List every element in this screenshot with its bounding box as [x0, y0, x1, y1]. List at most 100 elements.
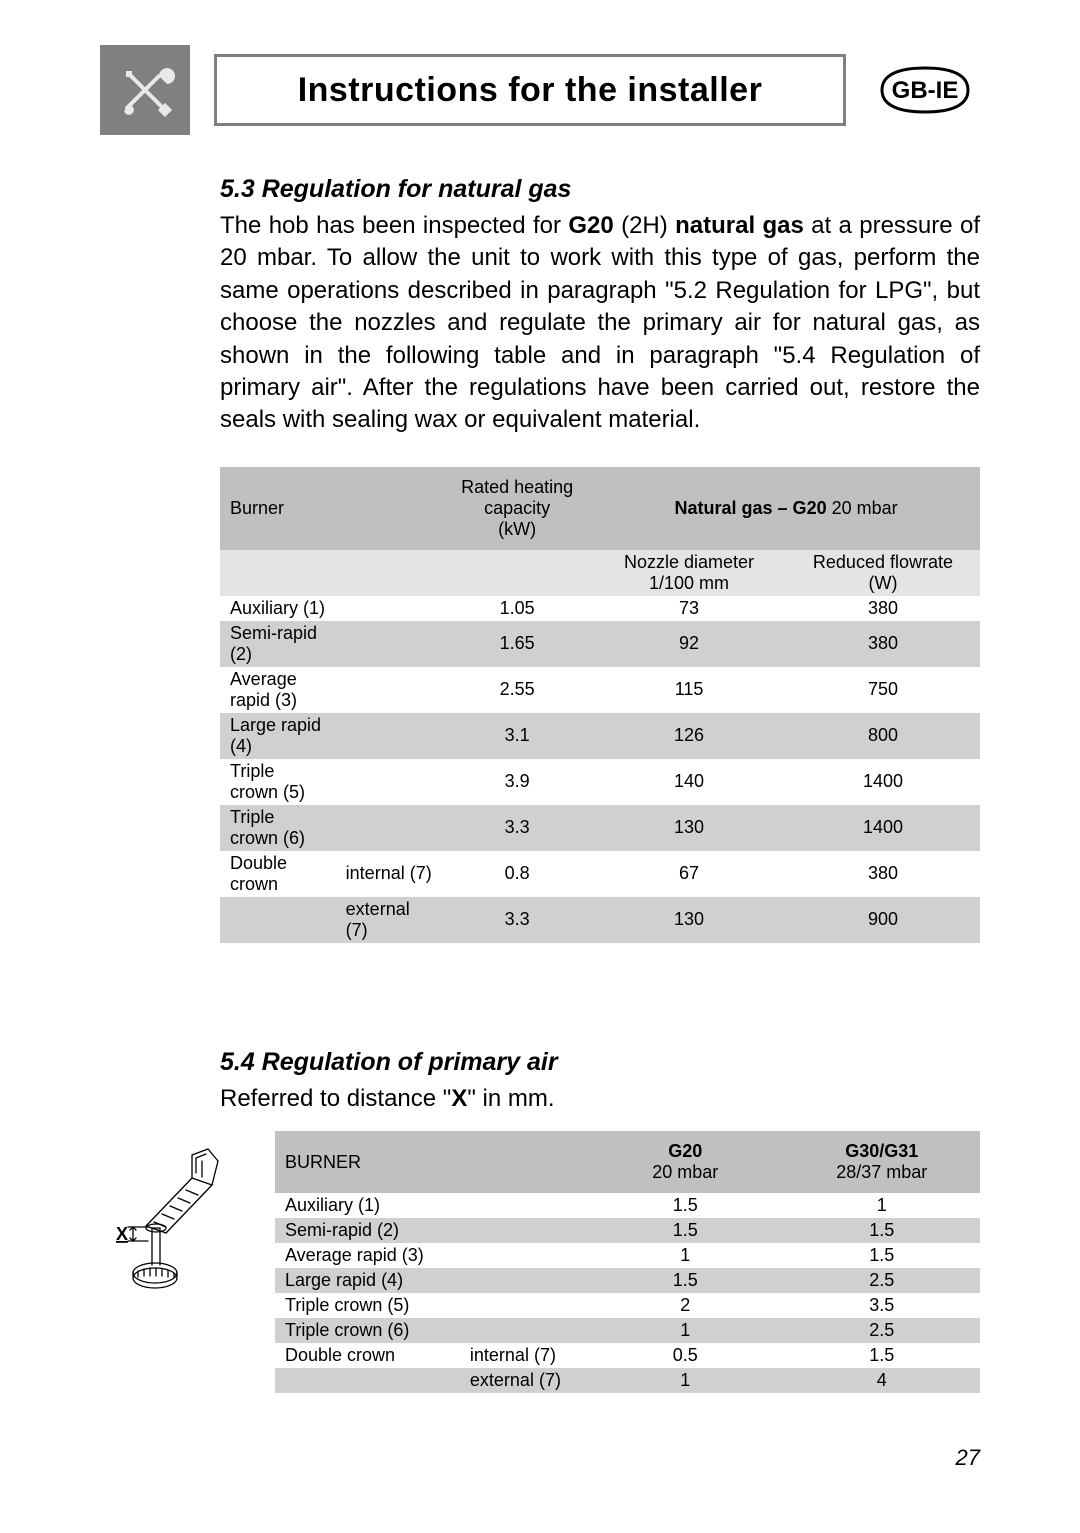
table-cell: 1.5 — [784, 1343, 981, 1368]
table-row: Large rapid (4)3.1126800 — [220, 713, 980, 759]
table-cell: 1.05 — [442, 596, 592, 621]
table-cell: 380 — [786, 621, 980, 667]
table-cell: 1 — [784, 1193, 981, 1218]
table-cell: 67 — [592, 851, 786, 897]
table-cell: 380 — [786, 596, 980, 621]
table-cell: 1 — [587, 1368, 783, 1393]
table-row: Average rapid (3) 11.5 — [275, 1243, 980, 1268]
th-nozzle: Nozzle diameter1/100 mm — [592, 550, 786, 596]
table-cell: 380 — [786, 851, 980, 897]
natural-gas-table: Burner Rated heatingcapacity(kW) Natural… — [220, 467, 980, 943]
th-natural-gas: Natural gas – G20 20 mbar — [592, 467, 980, 550]
table-cell: 900 — [786, 897, 980, 943]
table-cell: 1.5 — [784, 1218, 981, 1243]
table-cell: 115 — [592, 667, 786, 713]
table-cell: 4 — [784, 1368, 981, 1393]
section-5-4-heading: 5.4 Regulation of primary air — [220, 1048, 980, 1077]
table-row: Average rapid (3)2.55115750 — [220, 667, 980, 713]
table-cell — [220, 897, 336, 943]
table-cell: 1400 — [786, 759, 980, 805]
table-cell: 3.3 — [442, 805, 592, 851]
table-cell: external (7) — [460, 1368, 587, 1393]
table-cell: 0.8 — [442, 851, 592, 897]
page-title: Instructions for the installer — [214, 54, 846, 126]
table-cell: 3.3 — [442, 897, 592, 943]
table-cell: internal (7) — [336, 851, 442, 897]
table-row: Double crowninternal (7)0.867380 — [220, 851, 980, 897]
table-cell — [336, 713, 442, 759]
table-cell — [460, 1318, 587, 1343]
table-row: Triple crown (6) 3.31301400 — [220, 805, 980, 851]
table-cell: Auxiliary (1) — [275, 1193, 460, 1218]
table-cell: 3.9 — [442, 759, 592, 805]
table-row: Triple crown (6) 12.5 — [275, 1318, 980, 1343]
table-cell: Large rapid (4) — [275, 1268, 460, 1293]
table-cell — [336, 805, 442, 851]
section-5-4-intro: Referred to distance "X" in mm. — [220, 1083, 980, 1115]
th-burner: Burner — [220, 467, 442, 550]
table-cell: 2.55 — [442, 667, 592, 713]
table-row: Semi-rapid (2) 1.51.5 — [275, 1218, 980, 1243]
table-cell: 2.5 — [784, 1318, 981, 1343]
table-cell: 3.5 — [784, 1293, 981, 1318]
th-g30: G30/G3128/37 mbar — [784, 1131, 981, 1193]
table-cell: Average rapid (3) — [275, 1243, 460, 1268]
table-cell: 1 — [587, 1318, 783, 1343]
table-cell: Triple crown (5) — [220, 759, 336, 805]
table-cell: 3.1 — [442, 713, 592, 759]
svg-text:X: X — [116, 1224, 128, 1244]
table-cell: Semi-rapid (2) — [220, 621, 336, 667]
table-cell — [460, 1243, 587, 1268]
table-cell: 130 — [592, 897, 786, 943]
table-row: external (7)14 — [275, 1368, 980, 1393]
table-cell: 126 — [592, 713, 786, 759]
table-cell: Semi-rapid (2) — [275, 1218, 460, 1243]
table-cell — [460, 1193, 587, 1218]
table-cell: 1.5 — [587, 1268, 783, 1293]
table-cell: 73 — [592, 596, 786, 621]
table-row: Semi-rapid (2) 1.6592380 — [220, 621, 980, 667]
table-cell: external (7) — [336, 897, 442, 943]
table-cell: 2.5 — [784, 1268, 981, 1293]
region-badge: GB-IE — [870, 64, 980, 116]
table-row: Auxiliary (1) 1.0573380 — [220, 596, 980, 621]
table-cell: Auxiliary (1) — [220, 596, 336, 621]
table-cell — [460, 1218, 587, 1243]
table-cell — [336, 667, 442, 713]
table-cell: Triple crown (5) — [275, 1293, 460, 1318]
table-cell: 750 — [786, 667, 980, 713]
primary-air-table: BURNER G2020 mbar G30/G3128/37 mbar Auxi… — [275, 1131, 980, 1393]
th-reduced: Reduced flowrate(W) — [786, 550, 980, 596]
table-cell: 2 — [587, 1293, 783, 1318]
table-cell — [336, 759, 442, 805]
table-cell: 1.5 — [587, 1218, 783, 1243]
table-cell: 1 — [587, 1243, 783, 1268]
table-cell: Double crown — [275, 1343, 460, 1368]
table-cell: 1.5 — [587, 1193, 783, 1218]
th-g20: G2020 mbar — [587, 1131, 783, 1193]
page-number: 27 — [956, 1445, 980, 1471]
th-burner-2: BURNER — [275, 1131, 587, 1193]
th-rated: Rated heatingcapacity(kW) — [442, 467, 592, 550]
section-5-3-body: The hob has been inspected for G20 (2H) … — [220, 210, 980, 437]
table-row: Auxiliary (1) 1.51 — [275, 1193, 980, 1218]
table-cell: 130 — [592, 805, 786, 851]
table-cell: 1.65 — [442, 621, 592, 667]
table-cell: Double crown — [220, 851, 336, 897]
table-cell: 92 — [592, 621, 786, 667]
table-cell — [460, 1293, 587, 1318]
table-cell: internal (7) — [460, 1343, 587, 1368]
section-5-3-heading: 5.3 Regulation for natural gas — [220, 175, 980, 204]
table-row: Large rapid (4) 1.52.5 — [275, 1268, 980, 1293]
table-row: external (7)3.3130900 — [220, 897, 980, 943]
table-cell: 1.5 — [784, 1243, 981, 1268]
table-cell: Triple crown (6) — [220, 805, 336, 851]
page-header: Instructions for the installer GB-IE — [100, 45, 980, 135]
table-cell — [336, 621, 442, 667]
table-cell: 1400 — [786, 805, 980, 851]
table-cell — [460, 1268, 587, 1293]
region-code: GB-IE — [892, 77, 959, 104]
table-cell: Large rapid (4) — [220, 713, 336, 759]
primary-air-diagram: X — [100, 1131, 245, 1303]
table-cell: Triple crown (6) — [275, 1318, 460, 1343]
